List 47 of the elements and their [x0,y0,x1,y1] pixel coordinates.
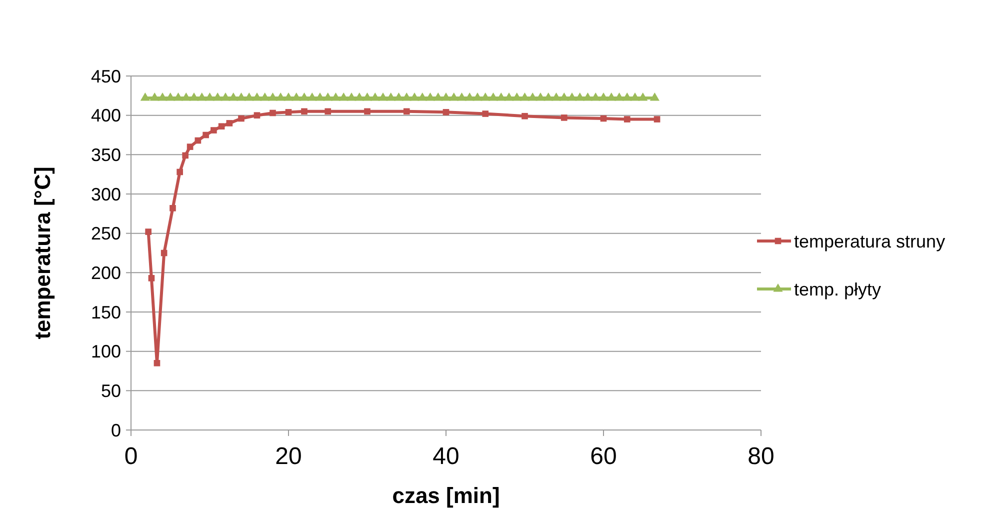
x-tick-label: 80 [748,443,774,470]
point [403,108,410,115]
point [145,228,152,235]
point [148,275,155,282]
y-tick-label: 50 [100,380,121,401]
point [170,205,176,212]
point [522,112,528,120]
point [182,152,188,159]
point [218,123,225,130]
point [210,127,217,134]
point [202,132,209,138]
y-tick-label: 250 [90,224,121,244]
point [186,144,194,150]
point [160,250,168,256]
point [238,115,244,122]
y-tick-label: 100 [90,342,121,362]
point [560,114,568,121]
point [226,120,233,126]
point [270,110,276,116]
legend-label: temp. płyty [794,279,882,300]
y-axis-title: temperatura [°C] [30,166,55,340]
y-tick-label: 0 [110,420,121,440]
y-tick-label: 400 [90,106,121,126]
point [600,115,607,122]
point [482,110,489,117]
point [324,108,332,115]
x-tick-label: 60 [590,443,617,470]
y-tick-label: 300 [90,184,121,204]
point [364,108,370,115]
point [194,137,202,144]
point [301,108,308,115]
y-tick-label: 350 [90,144,121,165]
y-tick-label: 450 [90,66,121,86]
legend-label: temperatura struny [794,231,946,252]
x-axis-title: czas [min] [392,483,500,508]
point [154,360,160,366]
y-tick-label: 150 [90,302,121,322]
x-tick-label: 0 [124,443,138,470]
point [176,168,183,176]
x-tick-label: 40 [432,443,460,470]
y-tick-label: 200 [90,262,121,283]
x-tick-label: 20 [275,443,302,470]
point [654,116,660,122]
point [254,112,260,118]
point [624,116,630,122]
point [442,109,450,116]
point [285,109,292,116]
